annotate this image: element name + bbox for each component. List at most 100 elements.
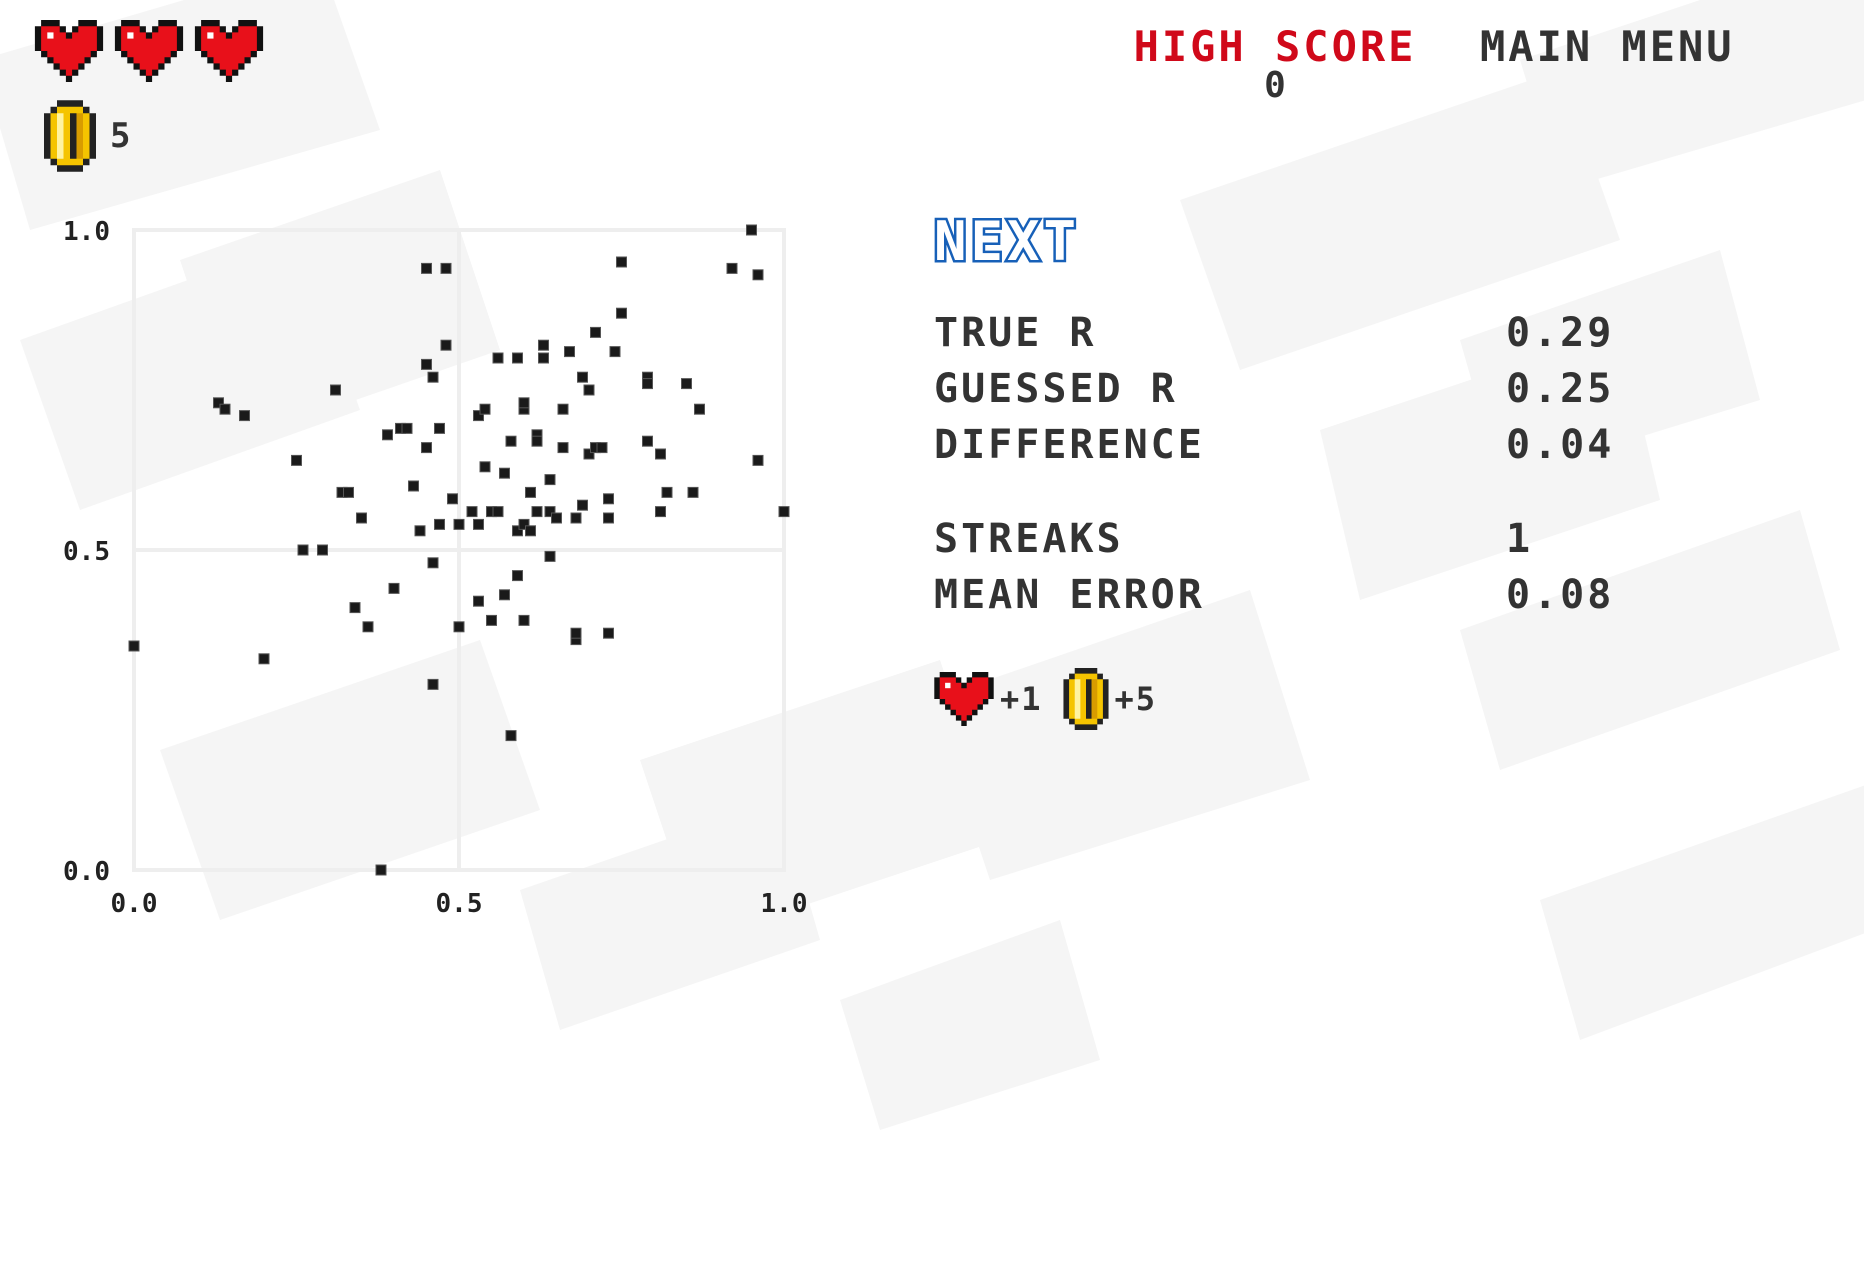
data-point (505, 730, 517, 742)
data-point (570, 512, 582, 524)
x-tick-label: 0.5 (436, 889, 483, 919)
x-tick-label: 1.0 (761, 889, 808, 919)
data-point (466, 506, 478, 518)
data-point (492, 506, 504, 518)
data-point (427, 371, 439, 383)
true-r-row: TRUE R 0.29 (934, 305, 1694, 361)
data-point (642, 378, 653, 390)
data-point (531, 435, 543, 447)
data-point (375, 864, 387, 876)
data-point (538, 339, 549, 351)
data-point (408, 480, 419, 492)
data-point (603, 627, 614, 639)
data-point (505, 435, 517, 447)
data-point (655, 506, 666, 518)
data-point (557, 403, 569, 415)
data-point (525, 525, 536, 537)
data-point (297, 544, 309, 556)
data-point (447, 493, 458, 505)
mean-error-value: 0.08 (1506, 572, 1615, 618)
data-point (609, 346, 621, 358)
data-point (512, 352, 523, 364)
y-tick-label: 0.5 (63, 537, 110, 567)
reward-lives: +1 (1000, 680, 1043, 718)
main-menu-button[interactable]: MAIN MENU (1480, 22, 1735, 71)
data-point (603, 512, 614, 524)
data-point (330, 384, 341, 396)
high-score: HIGH SCORE 0 (1110, 22, 1440, 106)
data-point (642, 435, 653, 447)
data-point (596, 442, 608, 454)
data-point (291, 454, 302, 466)
data-point (401, 422, 413, 434)
data-point (434, 422, 445, 434)
data-point (434, 518, 445, 530)
next-button-label: NEXT (931, 208, 1081, 276)
data-point (583, 384, 595, 396)
data-point (440, 262, 452, 274)
data-point (427, 557, 439, 569)
data-point (752, 454, 764, 466)
true-r-label: TRUE R (934, 310, 1097, 356)
data-point (551, 512, 562, 524)
data-point (531, 506, 543, 518)
difference-value: 0.04 (1506, 422, 1615, 468)
data-point (219, 403, 231, 415)
y-tick-label: 1.0 (63, 217, 110, 247)
data-point (473, 595, 484, 607)
data-point (557, 442, 569, 454)
data-point (213, 397, 224, 409)
coin-counter: 5 (44, 100, 132, 172)
data-point (479, 461, 491, 473)
data-point (382, 429, 393, 441)
lives (34, 20, 264, 82)
data-point (544, 506, 556, 518)
data-point (499, 467, 510, 479)
data-point (349, 602, 361, 614)
data-point (544, 474, 556, 486)
data-point (343, 486, 354, 498)
data-point (239, 410, 250, 422)
x-tick-label: 0.0 (111, 889, 158, 919)
data-point (687, 486, 699, 498)
high-score-label: HIGH SCORE (1133, 22, 1417, 71)
data-point (512, 570, 523, 582)
true-r-value: 0.29 (1506, 310, 1615, 356)
data-point (778, 506, 790, 518)
next-button[interactable]: NEXT (931, 208, 1081, 276)
data-point (518, 614, 530, 626)
mean-error-label: MEAN ERROR (934, 572, 1205, 618)
data-point (453, 518, 465, 530)
data-point (518, 518, 530, 530)
data-point (427, 678, 439, 690)
data-point (362, 621, 374, 633)
data-point (603, 493, 614, 505)
data-point (421, 442, 432, 454)
data-point (388, 582, 400, 594)
data-point (570, 627, 582, 639)
guessed-r-row: GUESSED R 0.25 (934, 361, 1694, 417)
data-point (590, 326, 601, 338)
data-point (479, 403, 491, 415)
data-point (661, 486, 673, 498)
data-point (317, 544, 328, 556)
y-tick-label: 0.0 (63, 857, 110, 887)
difference-row: DIFFERENCE 0.04 (934, 417, 1694, 473)
data-point (583, 448, 595, 460)
data-point (421, 262, 432, 274)
data-point (544, 550, 556, 562)
reward-coins: +5 (1114, 680, 1158, 718)
rewards: +1 +5 (934, 668, 1157, 730)
data-point (512, 525, 523, 537)
data-point (525, 486, 536, 498)
scatter-chart: 0.0 0.5 1.0 0.0 0.5 1.0 (63, 217, 808, 919)
mean-error-row: MEAN ERROR 0.08 (934, 567, 1694, 623)
data-point (453, 621, 465, 633)
data-point (655, 448, 666, 460)
results-panel: TRUE R 0.29 GUESSED R 0.25 DIFFERENCE 0.… (934, 305, 1694, 623)
heart-icon (34, 20, 104, 82)
coin-icon (1062, 668, 1109, 730)
data-point (746, 224, 757, 236)
coin-count: 5 (110, 116, 133, 156)
